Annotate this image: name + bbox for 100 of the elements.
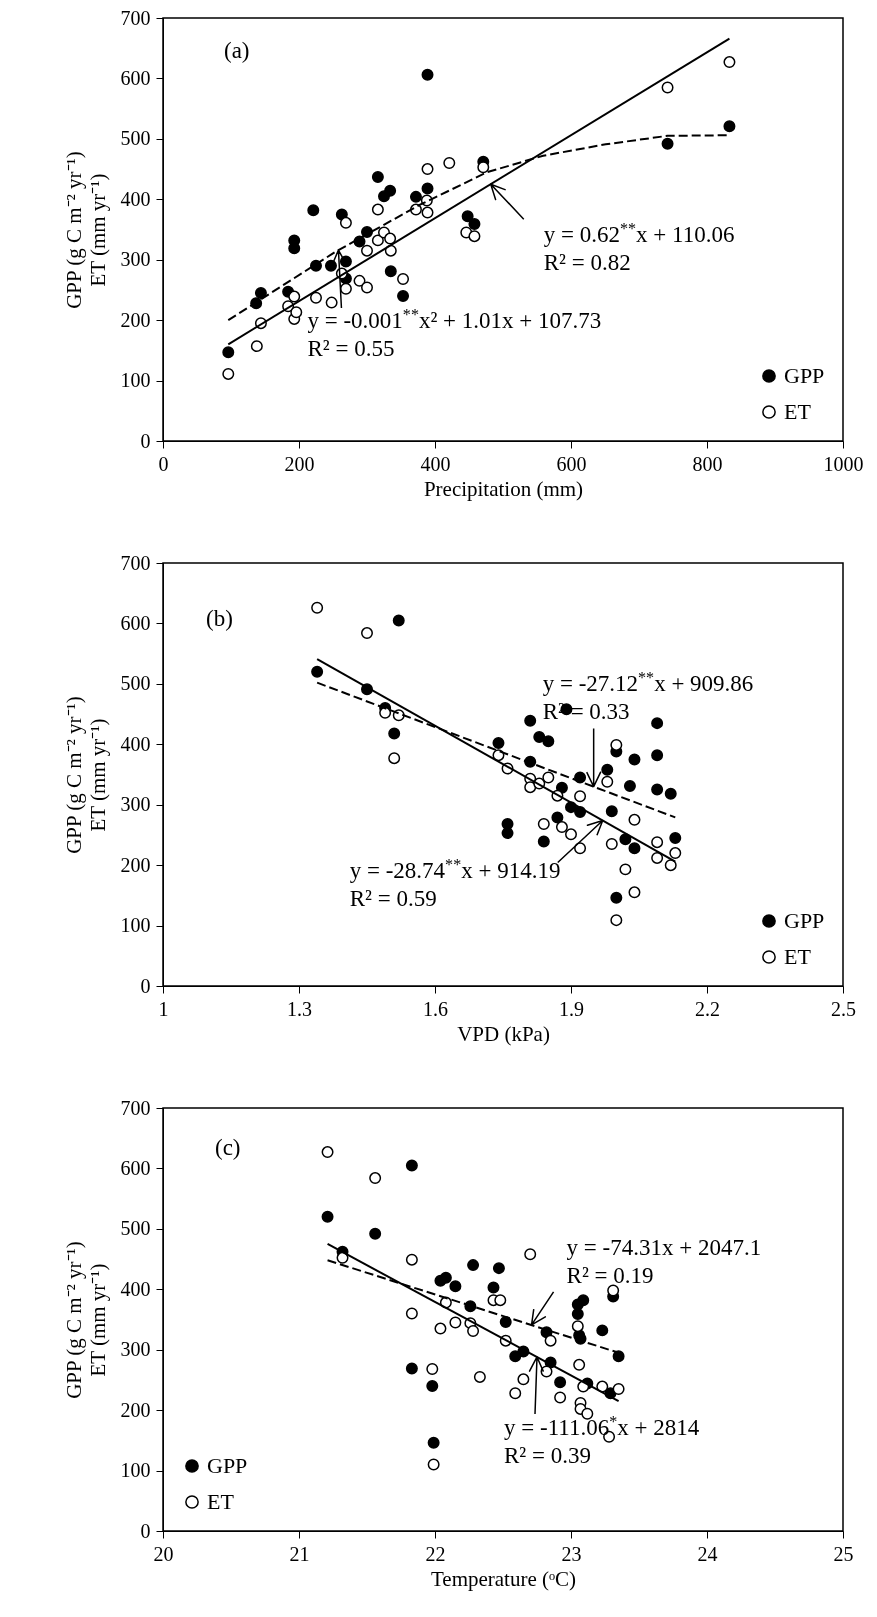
y-tick-label: 300 bbox=[120, 1338, 151, 1361]
point bbox=[405, 1362, 418, 1375]
point bbox=[628, 886, 641, 899]
point bbox=[565, 828, 577, 841]
point bbox=[651, 836, 664, 849]
point bbox=[421, 68, 434, 81]
point bbox=[664, 787, 677, 800]
y-tick-label: 100 bbox=[120, 369, 151, 392]
point bbox=[554, 1376, 567, 1389]
point bbox=[610, 891, 623, 904]
point bbox=[651, 749, 664, 762]
legend-label: ET bbox=[784, 399, 812, 424]
point bbox=[427, 1458, 440, 1471]
point bbox=[443, 157, 456, 170]
x-tick-label: 1.9 bbox=[559, 997, 584, 1020]
y-tick-label: 400 bbox=[120, 732, 151, 755]
point bbox=[325, 296, 338, 309]
point bbox=[492, 737, 505, 750]
annotation: y = -111.06$^{*}$x + 2814 R² = 0.39 bbox=[504, 1412, 700, 1468]
point bbox=[288, 290, 301, 303]
x-axis-title: Temperature (ᵒC) bbox=[430, 1566, 577, 1591]
point bbox=[623, 780, 636, 792]
point bbox=[222, 346, 235, 359]
x-tick-label: 2.5 bbox=[831, 997, 856, 1020]
y-axis-title: GPP (g C m⁻² yr⁻¹) ET (mm yr⁻¹) bbox=[61, 151, 110, 309]
y-tick-label: 100 bbox=[120, 914, 151, 937]
point bbox=[544, 1334, 557, 1347]
point bbox=[605, 805, 618, 818]
point bbox=[449, 1316, 462, 1329]
point bbox=[222, 367, 235, 380]
point bbox=[605, 838, 618, 850]
point bbox=[467, 1325, 480, 1337]
y-tick-label: 700 bbox=[120, 6, 151, 29]
point bbox=[661, 137, 674, 150]
y-tick-label: 0 bbox=[140, 974, 151, 997]
y-tick-label: 500 bbox=[120, 672, 151, 695]
point bbox=[628, 753, 641, 766]
point bbox=[361, 627, 373, 640]
point bbox=[610, 914, 623, 927]
point bbox=[661, 81, 674, 94]
point bbox=[669, 831, 682, 844]
x-tick-label: 25 bbox=[833, 1542, 854, 1565]
text: (b) bbox=[206, 606, 233, 631]
point bbox=[371, 170, 384, 183]
point bbox=[628, 813, 641, 826]
point bbox=[612, 1350, 625, 1363]
y-tick-label: 700 bbox=[120, 1096, 151, 1119]
point bbox=[369, 1172, 382, 1185]
x-tick-label: 600 bbox=[556, 452, 587, 475]
point bbox=[468, 218, 481, 231]
point bbox=[310, 291, 322, 304]
point bbox=[492, 1262, 505, 1275]
point bbox=[384, 184, 397, 197]
point bbox=[467, 1259, 480, 1272]
point bbox=[426, 1363, 439, 1376]
point bbox=[468, 230, 481, 243]
point bbox=[542, 771, 555, 784]
point bbox=[651, 783, 664, 796]
y-tick-label: 300 bbox=[120, 248, 151, 271]
point bbox=[311, 665, 324, 678]
point bbox=[477, 161, 490, 174]
point bbox=[537, 818, 550, 831]
point bbox=[397, 289, 410, 302]
point bbox=[384, 265, 397, 278]
point bbox=[421, 163, 434, 176]
legend-label: ET bbox=[207, 1489, 235, 1514]
point bbox=[371, 203, 384, 216]
annotation: y = -28.74$^{**}$x + 914.19 R² = 0.59 bbox=[349, 855, 561, 912]
point bbox=[554, 1391, 567, 1404]
point bbox=[250, 340, 263, 353]
point bbox=[628, 842, 641, 855]
legend-label: ET bbox=[784, 944, 812, 969]
point bbox=[405, 1307, 418, 1320]
point bbox=[290, 306, 303, 319]
point bbox=[421, 206, 434, 219]
point bbox=[361, 281, 373, 294]
y-tick-label: 200 bbox=[120, 1398, 151, 1421]
text: (a) bbox=[224, 38, 250, 63]
point bbox=[388, 752, 401, 765]
point bbox=[533, 731, 546, 744]
point bbox=[409, 190, 422, 203]
point bbox=[461, 210, 474, 223]
point bbox=[501, 827, 514, 840]
point bbox=[321, 1210, 334, 1223]
text: (c) bbox=[215, 1135, 241, 1160]
point bbox=[369, 1227, 382, 1240]
legend-label: GPP bbox=[784, 908, 825, 933]
point bbox=[509, 1387, 522, 1400]
point bbox=[619, 863, 632, 876]
point bbox=[577, 1294, 590, 1307]
annotation: y = -0.001$^{**}$x² + 1.01x + 107.73 R² = 0.55 bbox=[307, 305, 602, 362]
y-tick-label: 600 bbox=[120, 66, 151, 89]
point bbox=[524, 714, 537, 727]
point bbox=[571, 1308, 584, 1321]
point bbox=[388, 727, 401, 740]
point bbox=[581, 1407, 594, 1420]
x-axis-title: VPD (kPa) bbox=[457, 1021, 550, 1046]
x-tick-label: 400 bbox=[420, 452, 451, 475]
point bbox=[610, 738, 623, 751]
point bbox=[723, 120, 736, 133]
